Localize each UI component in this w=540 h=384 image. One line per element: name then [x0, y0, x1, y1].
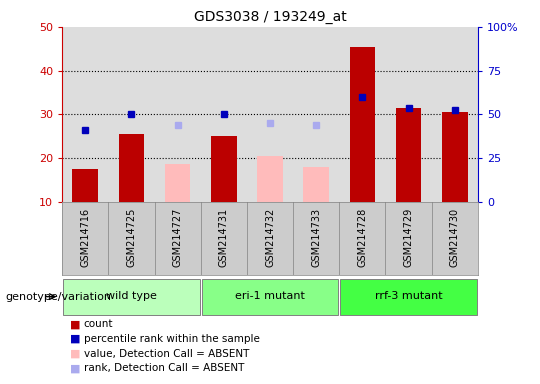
Bar: [72, 169, 98, 202]
Text: GDS3038 / 193249_at: GDS3038 / 193249_at: [194, 10, 346, 23]
Text: GSM214716: GSM214716: [80, 207, 90, 266]
Text: ■: ■: [70, 363, 80, 373]
Text: genotype/variation: genotype/variation: [5, 291, 111, 302]
Text: eri-1 mutant: eri-1 mutant: [235, 291, 305, 301]
Text: GSM214730: GSM214730: [450, 207, 460, 266]
Text: GSM214729: GSM214729: [403, 207, 414, 266]
Bar: [119, 134, 144, 202]
Text: GSM214732: GSM214732: [265, 207, 275, 266]
Text: GSM214727: GSM214727: [173, 207, 183, 267]
FancyBboxPatch shape: [201, 279, 339, 315]
Text: percentile rank within the sample: percentile rank within the sample: [84, 334, 260, 344]
Text: GSM214731: GSM214731: [219, 207, 229, 266]
Bar: [442, 112, 468, 202]
Text: ■: ■: [70, 349, 80, 359]
Text: GSM214733: GSM214733: [311, 207, 321, 266]
Bar: [165, 164, 190, 202]
Text: ■: ■: [70, 319, 80, 329]
Text: ■: ■: [70, 334, 80, 344]
Bar: [211, 136, 237, 202]
Text: wild type: wild type: [106, 291, 157, 301]
Bar: [257, 156, 283, 202]
Bar: [350, 46, 375, 202]
Text: GSM214725: GSM214725: [126, 207, 137, 267]
Text: value, Detection Call = ABSENT: value, Detection Call = ABSENT: [84, 349, 249, 359]
FancyBboxPatch shape: [63, 279, 200, 315]
Text: GSM214728: GSM214728: [357, 207, 367, 266]
FancyBboxPatch shape: [340, 279, 477, 315]
Text: rrf-3 mutant: rrf-3 mutant: [375, 291, 442, 301]
Bar: [396, 108, 421, 202]
Text: count: count: [84, 319, 113, 329]
Text: rank, Detection Call = ABSENT: rank, Detection Call = ABSENT: [84, 363, 244, 373]
Bar: [303, 167, 329, 202]
